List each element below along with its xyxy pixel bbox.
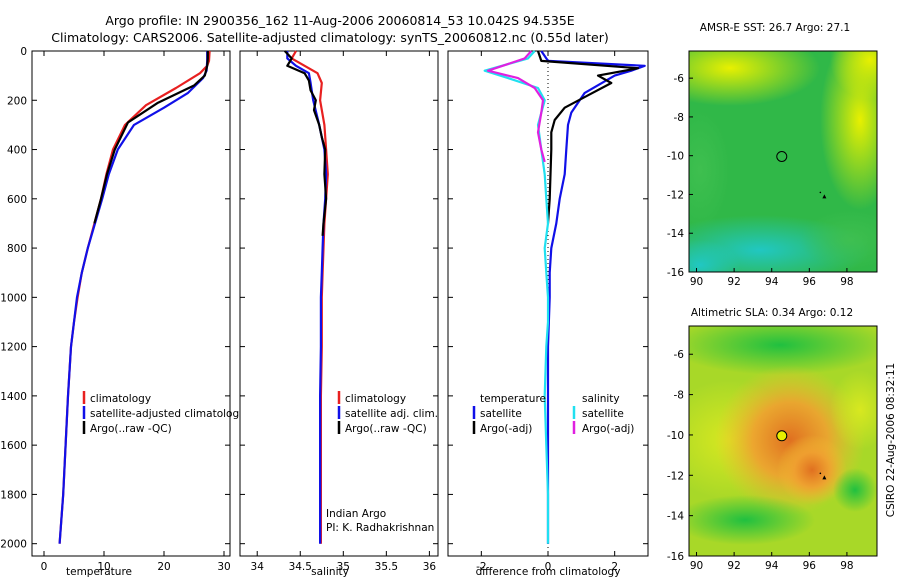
depth-axis: 0 200 400 600 800 1000 1200 1400 1600 1800 2000 <box>0 46 27 551</box>
map-y-tick-label: -10 <box>667 151 684 163</box>
map-x-tick-label: 96 <box>803 276 817 288</box>
x-tick-label: 34 <box>251 561 265 573</box>
salinity-legend: climatology satellite adj. clim. Argo(..… <box>337 391 438 435</box>
y-tick-label: 400 <box>7 145 27 157</box>
y-tick-label: 1600 <box>0 440 27 452</box>
y-tick-label: 1400 <box>0 391 27 403</box>
difference-legend: temperature salinity satellite Argo(-adj… <box>472 393 634 435</box>
figure-title-line2: Climatology: CARS2006. Satellite-adjuste… <box>51 30 608 45</box>
salinity-panel: salinity climatology satellite adj. clim… <box>239 50 439 578</box>
difference-xlabel: difference from climatology <box>476 566 621 578</box>
legend-label-satellite: satellite adj. clim. <box>345 408 438 420</box>
legend-label-argo: Argo(..raw -QC) <box>90 423 172 435</box>
x-tick-label: 35.5 <box>375 561 398 573</box>
map-y-tick-label: -6 <box>674 73 685 85</box>
x-tick-label: 0 <box>545 561 552 573</box>
track-dot <box>819 191 822 194</box>
map-y-tick-label: -16 <box>667 267 684 279</box>
x-tick-label: 34.5 <box>289 561 312 573</box>
legend-title-salinity: salinity <box>582 393 620 405</box>
map-x-tick-label: 94 <box>765 560 779 572</box>
x-tick-label: 2 <box>611 561 618 573</box>
legend-label-climatology: climatology <box>90 393 151 405</box>
sla-map-panel: Altimetric SLA: 0.34 Argo: 0.12 90 92 94 96… <box>667 307 878 572</box>
map-y-tick-label: -8 <box>674 112 684 124</box>
map-x-tick-label: 92 <box>727 560 740 572</box>
map-x-tick-label: 90 <box>690 560 703 572</box>
series-line-argo-raw-qc- <box>283 50 328 236</box>
temperature-panel: temperature climatology satellite-adjust… <box>31 50 245 578</box>
x-tick-label: 20 <box>157 561 170 573</box>
y-tick-label: 200 <box>7 95 27 107</box>
y-tick-label: 1000 <box>0 292 27 304</box>
series-line-argo-raw-qc- <box>93 51 209 224</box>
map-y-tick-label: -14 <box>667 511 684 523</box>
annotation-pi: PI: K. Radhakrishnan <box>326 522 434 534</box>
map-y-tick-label: -16 <box>667 551 684 563</box>
series-line-temperature-argo-adj- <box>536 50 640 224</box>
series-line-salinity-argo-adj- <box>486 50 546 163</box>
previous-position-marker <box>822 194 827 199</box>
y-tick-label: 800 <box>7 243 27 255</box>
map-y-tick-label: -14 <box>667 228 684 240</box>
sla-map-title: Altimetric SLA: 0.34 Argo: 0.12 <box>691 307 853 319</box>
map-y-tick-label: -12 <box>667 470 684 482</box>
map-y-tick-label: -6 <box>674 349 685 361</box>
map-x-tick-label: 98 <box>840 560 853 572</box>
y-tick-label: 1200 <box>0 342 27 354</box>
legend-label-climatology: climatology <box>345 393 406 405</box>
map-x-tick-label: 94 <box>765 276 779 288</box>
legend-label-temp-satellite: satellite <box>480 408 522 420</box>
legend-label-temp-argo: Argo(-adj) <box>480 423 532 435</box>
map-y-tick-label: -8 <box>674 390 684 402</box>
x-tick-label: 36 <box>423 561 437 573</box>
temperature-xlabel: temperature <box>66 566 132 578</box>
sst-map-title: AMSR-E SST: 26.7 Argo: 27.1 <box>700 22 850 34</box>
x-tick-label: 35 <box>337 561 350 573</box>
x-tick-label: -2 <box>476 561 486 573</box>
y-tick-label: 2000 <box>0 539 27 551</box>
argo-float-marker <box>776 150 788 162</box>
map-y-tick-label: -12 <box>667 189 684 201</box>
previous-position-marker <box>822 475 827 480</box>
sst-map-panel: AMSR-E SST: 26.7 Argo: 27.1 90 92 94 96 98 -6… <box>667 22 878 288</box>
series-line-salinity-satellite <box>483 50 550 544</box>
map-x-tick-label: 98 <box>840 276 853 288</box>
legend-label-sal-satellite: satellite <box>582 408 624 420</box>
x-tick-label: 30 <box>217 561 230 573</box>
annotation-indian-argo: Indian Argo <box>326 508 386 520</box>
legend-label-sal-argo: Argo(-adj) <box>582 423 634 435</box>
map-y-tick-label: -10 <box>667 430 684 442</box>
salinity-xlabel: salinity <box>311 566 349 578</box>
legend-title-temperature: temperature <box>480 393 546 405</box>
x-tick-label: 0 <box>41 561 48 573</box>
track-dot <box>819 472 822 475</box>
legend-label-satellite: satellite-adjusted climatology <box>90 408 245 420</box>
map-x-tick-label: 92 <box>727 276 740 288</box>
figure-title-line1: Argo profile: IN 2900356_162 11-Aug-2006… <box>105 13 574 28</box>
difference-panel: difference from climatology temperature … <box>447 50 649 578</box>
x-tick-label: 10 <box>97 561 110 573</box>
argo-float-marker <box>776 430 788 442</box>
y-tick-label: 600 <box>7 194 27 206</box>
series-line-temperature-satellite <box>540 50 646 544</box>
profile-x-axes: 0 10 20 30 34 34.5 35 35.5 36 -2 0 2 <box>32 50 648 573</box>
footer-stamp: CSIRO 22-Aug-2006 08:32:11 <box>885 363 897 517</box>
legend-label-argo: Argo(..raw -QC) <box>345 423 427 435</box>
temperature-legend: climatology satellite-adjusted climatolo… <box>82 391 245 435</box>
y-tick-label: 0 <box>20 46 27 58</box>
map-x-tick-label: 90 <box>690 276 703 288</box>
sla-map-field <box>689 326 877 556</box>
map-x-tick-label: 96 <box>803 560 817 572</box>
y-tick-label: 1800 <box>0 489 27 501</box>
